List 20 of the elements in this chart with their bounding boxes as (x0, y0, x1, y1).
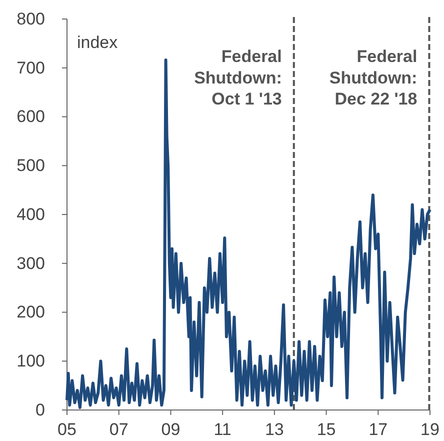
y-tick-label: 300 (16, 254, 45, 273)
x-tick-label: 11 (214, 420, 232, 439)
y-tick-label: 200 (16, 302, 45, 322)
y-tick-label: 100 (16, 352, 45, 371)
y-tick-label: 600 (16, 107, 45, 126)
y-tick-label: 500 (16, 156, 45, 176)
x-tick-label: 17 (368, 420, 388, 439)
x-tick-label: 19 (420, 420, 440, 439)
x-tick-label: 07 (109, 420, 128, 439)
ref-line-label: Federal Shutdown: Dec 22 '18 (329, 47, 418, 108)
x-tick-label: 13 (264, 420, 284, 439)
y-axis-title: index (77, 33, 118, 52)
y-tick-label: 800 (16, 9, 45, 28)
ref-line-label: Federal Shutdown: Oct 1 '13 (194, 47, 282, 108)
y-tick-label: 0 (36, 400, 45, 420)
y-tick-label: 400 (16, 204, 45, 224)
x-tick-label: 15 (316, 420, 336, 439)
y-tick-label: 700 (16, 58, 45, 78)
x-tick-label: 09 (161, 420, 180, 439)
x-tick-label: 05 (58, 420, 76, 439)
